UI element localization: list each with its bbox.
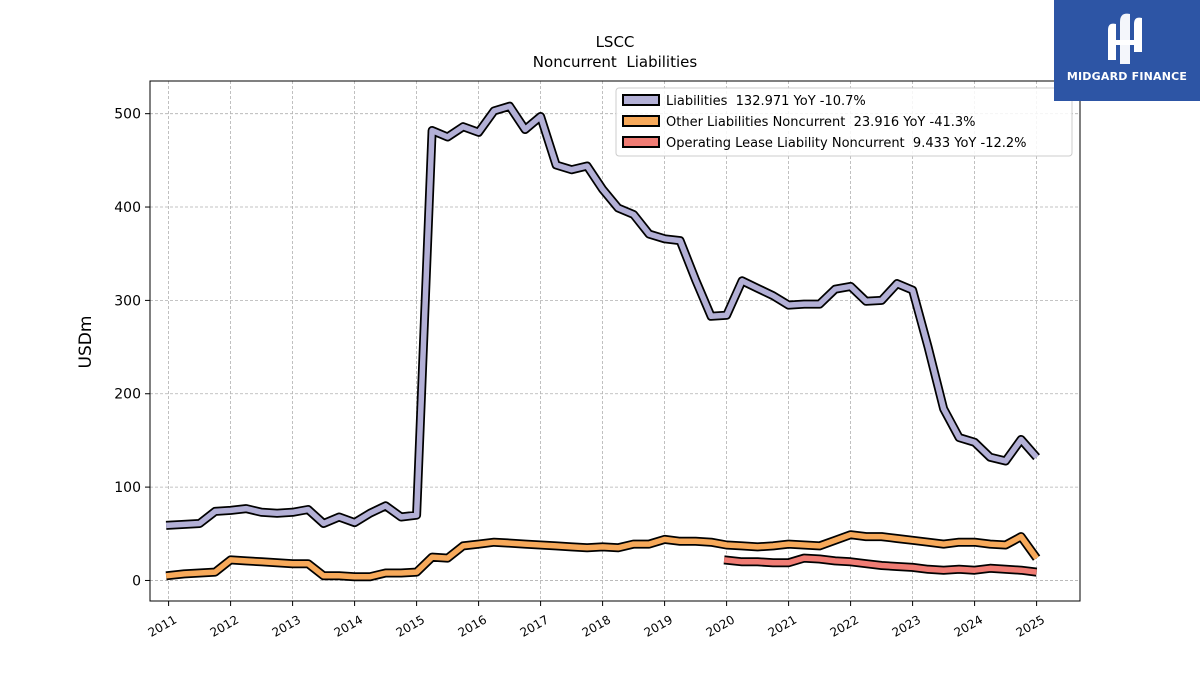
series-layer (165, 101, 1041, 582)
x-tick-label: 2022 (828, 612, 861, 639)
y-tick-label: 400 (114, 200, 141, 216)
x-tick-label: 2025 (1014, 612, 1047, 639)
y-axis-label: USDm (76, 316, 96, 369)
legend: Liabilities 132.971 YoY -10.7% Other Liab… (615, 87, 1073, 157)
series-line-stroke (165, 531, 1039, 580)
series-line-2 (165, 530, 1041, 582)
y-tick-label: 100 (114, 480, 141, 496)
logo-mark-icon (1108, 13, 1142, 64)
legend-swatch (622, 136, 660, 148)
y-tick-label: 500 (114, 107, 141, 123)
series-line-stroke (165, 103, 1039, 529)
y-tick-label: 200 (114, 387, 141, 403)
x-tick-label: 2024 (952, 612, 985, 639)
legend-box (615, 87, 1073, 157)
series-line-3 (723, 553, 1038, 577)
x-tick-label: 2011 (146, 612, 179, 639)
chart-subtitle: Noncurrent Liabilities (533, 53, 698, 71)
x-tick-label: 2023 (890, 612, 923, 639)
x-tick-label: 2018 (580, 612, 613, 639)
x-tick-label: 2013 (270, 612, 303, 639)
x-tick-label: 2021 (766, 612, 799, 639)
x-tick-label: 2016 (456, 612, 489, 639)
grid (150, 81, 1080, 601)
legend-swatch (622, 94, 660, 106)
x-tick-label: 2017 (518, 612, 551, 639)
plot-frame (149, 80, 1081, 602)
series-line-outline (165, 101, 1040, 530)
series-line-1 (165, 101, 1040, 530)
legend-label: Liabilities 132.971 YoY -10.7% (666, 94, 866, 109)
x-tick-label: 2020 (704, 612, 737, 639)
x-tick-label: 2014 (332, 612, 365, 639)
legend-label: Operating Lease Liability Noncurrent 9.4… (666, 136, 1027, 151)
x-tick-label: 2012 (208, 612, 241, 639)
x-tick-label: 2019 (642, 612, 675, 639)
y-tick-label: 0 (132, 573, 141, 589)
legend-label: Other Liabilities Noncurrent 23.916 YoY … (666, 115, 976, 130)
midgard-finance-logo: MIDGARD FINANCE (1054, 0, 1200, 101)
legend-swatch (622, 115, 660, 127)
series-line-stroke (723, 555, 1037, 575)
x-tick-label: 2015 (394, 612, 427, 639)
y-tick-label: 300 (114, 293, 141, 309)
logo-text: MIDGARD FINANCE (1066, 70, 1188, 83)
chart-title: LSCC (596, 33, 635, 51)
